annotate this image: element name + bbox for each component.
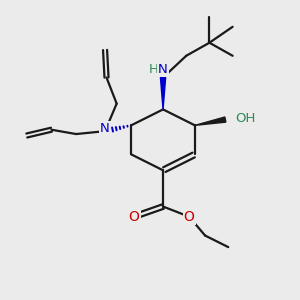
Text: OH: OH bbox=[236, 112, 256, 124]
Text: N: N bbox=[158, 63, 168, 76]
Polygon shape bbox=[160, 77, 166, 110]
Polygon shape bbox=[195, 117, 226, 125]
Text: H: H bbox=[148, 63, 158, 76]
Text: O: O bbox=[184, 210, 195, 224]
Text: O: O bbox=[129, 210, 140, 224]
Text: N: N bbox=[100, 122, 110, 135]
